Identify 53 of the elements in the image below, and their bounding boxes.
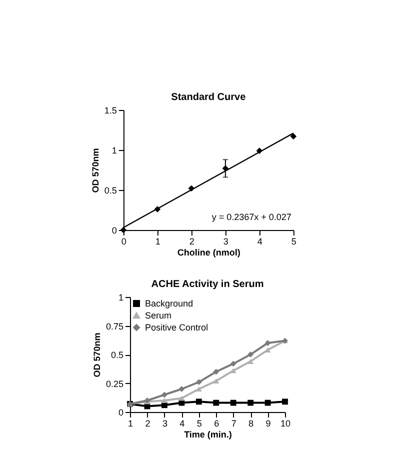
x-tick-label: 8	[248, 418, 254, 428]
x-tick-label: 4	[180, 418, 185, 428]
y-tick-label: 0	[112, 226, 117, 236]
legend-label: Background	[144, 298, 194, 308]
y-tick-label: 0	[118, 408, 124, 418]
point	[213, 400, 220, 406]
x-tick-label: 3	[162, 418, 168, 428]
point	[161, 398, 168, 404]
chart-title: Standard Curve	[171, 92, 246, 103]
point	[290, 133, 297, 140]
y-tick-label: 0.5	[110, 350, 124, 360]
point	[264, 340, 271, 346]
point	[196, 398, 202, 405]
legend-label: Serum	[144, 310, 172, 320]
chart-title: ACHE Activity in Serum	[151, 279, 264, 290]
x-tick-label: 10	[280, 418, 291, 428]
y-axis-title: OD 570nm	[90, 148, 100, 193]
x-tick-label: 1	[128, 418, 134, 428]
x-axis-title: Choline (nmol)	[177, 248, 240, 258]
y-tick-label: 0.75	[106, 321, 124, 332]
point	[248, 352, 254, 358]
point	[213, 378, 220, 384]
point	[248, 358, 254, 364]
point	[230, 400, 236, 406]
x-tick-label: 3	[223, 236, 228, 246]
point	[230, 360, 236, 367]
point	[248, 400, 254, 406]
x-tick-label: 4	[257, 236, 262, 246]
x-tick-label: 2	[189, 236, 194, 246]
point	[213, 368, 220, 375]
point	[161, 392, 168, 398]
y-tick-label: 1.5	[104, 106, 117, 116]
point	[196, 379, 202, 386]
x-tick-label: 6	[214, 418, 220, 428]
point	[230, 368, 236, 374]
x-tick-label: 5	[196, 418, 202, 428]
point	[178, 386, 185, 392]
point	[282, 398, 288, 405]
x-tick-label: 5	[291, 236, 296, 246]
x-tick-label: 9	[266, 418, 271, 428]
y-tick-label: 1	[112, 146, 117, 156]
x-tick-label: 7	[231, 418, 236, 428]
x-tick-label: 1	[155, 236, 160, 246]
x-tick-label: 2	[145, 418, 150, 428]
y-axis-title: OD 570nm	[92, 332, 102, 378]
y-tick-label: 0.25	[106, 378, 124, 389]
x-axis-title: Time (min.)	[184, 430, 232, 440]
y-tick-label: 0.5	[104, 186, 117, 196]
point	[264, 400, 271, 406]
point	[178, 396, 185, 401]
legend-label: Positive Control	[144, 322, 208, 332]
y-tick-label: 1	[118, 292, 124, 302]
annotation: y = 0.2367x + 0.027	[212, 212, 292, 222]
